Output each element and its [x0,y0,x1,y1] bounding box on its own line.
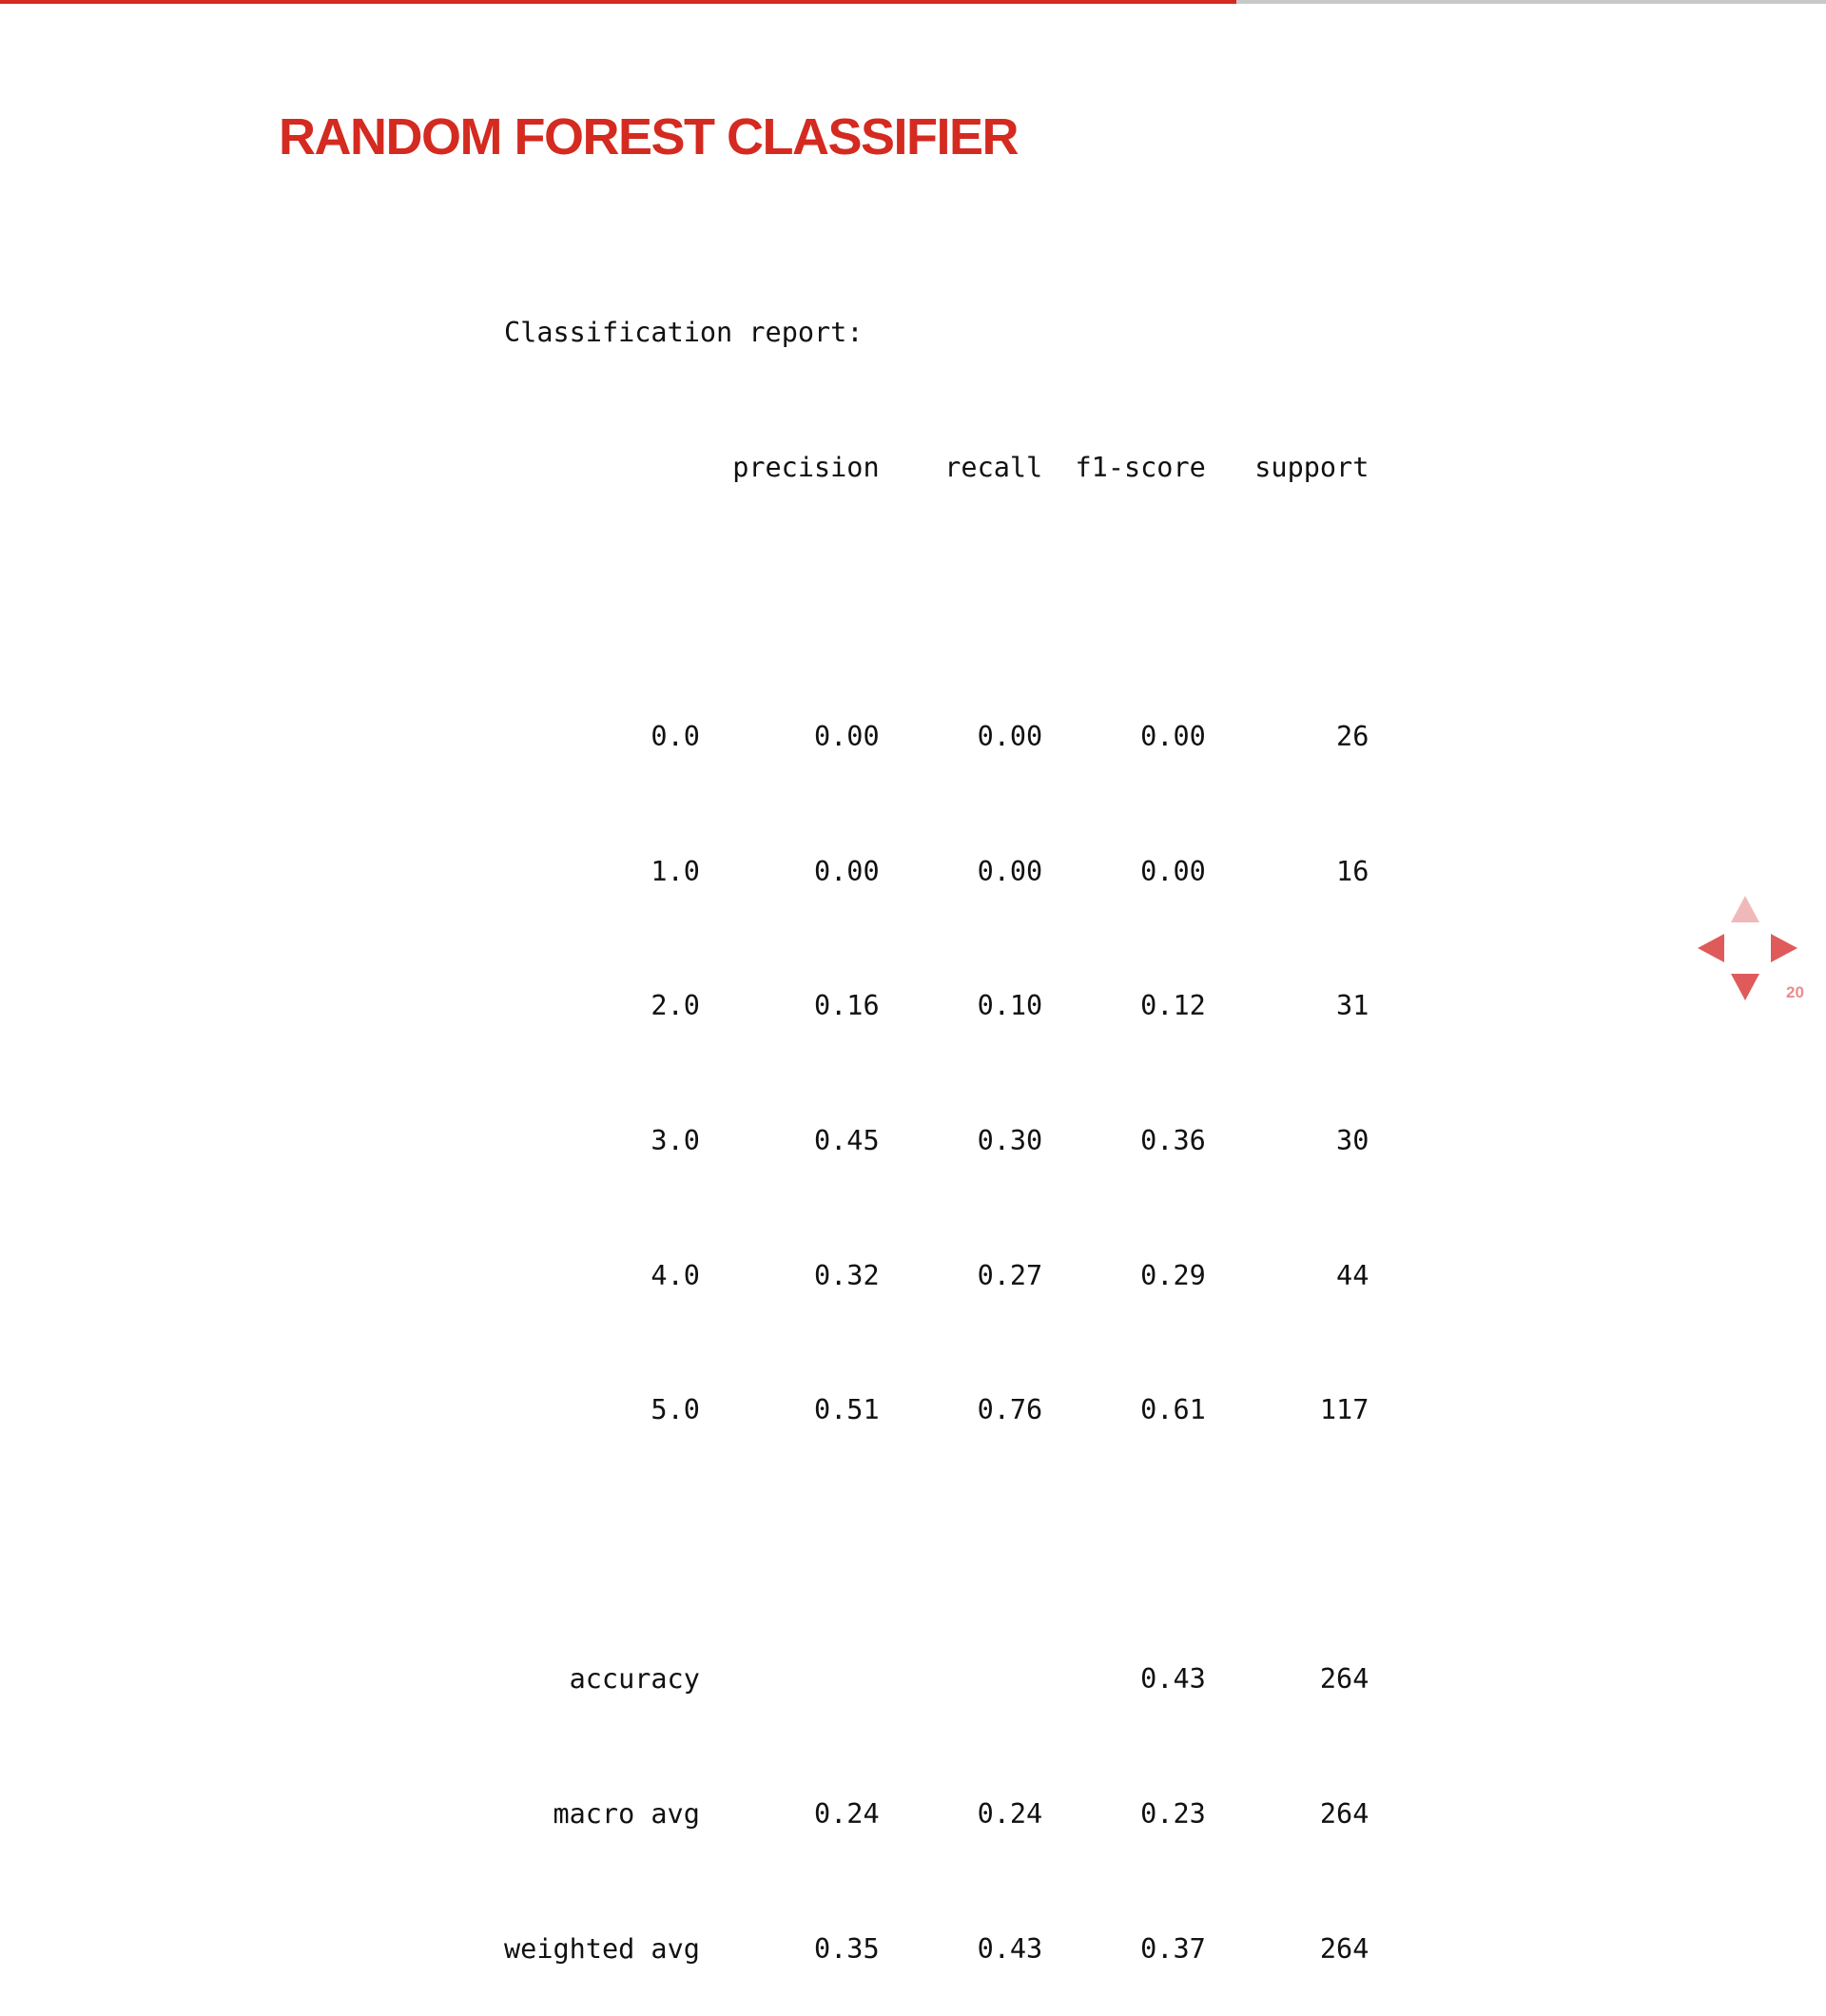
recall-cell: 0.00 [977,855,1043,887]
accuracy-row: accuracy 0.43 264 [504,1657,1370,1701]
recall-cell: 0.10 [977,990,1043,1022]
row-label: 0.0 [651,721,700,753]
slide-number: 20 [1786,983,1804,1001]
progress-bar-fill [0,0,1236,4]
table-row: 2.0 0.16 0.10 0.12 31 [504,983,1369,1028]
f1-score-cell: 0.12 [1140,990,1206,1022]
row-label: 3.0 [651,1124,700,1156]
blank-line [504,1522,1369,1567]
f1-score-cell: 0.00 [1140,855,1206,887]
recall-cell: 0.00 [977,721,1043,753]
row-label: 1.0 [651,855,700,887]
recall-cell: 0.43 [977,1932,1043,1965]
table-row: 3.0 0.45 0.30 0.36 30 [504,1118,1369,1163]
slide-navigation [1693,896,1797,1000]
table-row: 4.0 0.32 0.27 0.29 44 [504,1253,1369,1298]
classification-report: Classification report: precision recall f1… [504,221,1369,2016]
column-header-support: support [1254,452,1370,483]
report-heading: Classification report: [504,317,864,349]
support-cell: 117 [1319,1394,1370,1426]
support-cell: 26 [1336,721,1370,753]
support-cell: 16 [1336,855,1370,887]
column-header-recall: recall [944,452,1043,483]
row-label: 4.0 [651,1259,700,1291]
column-header-precision: precision [732,452,880,483]
support-cell: 264 [1319,1932,1370,1965]
recall-cell: 0.24 [977,1797,1043,1830]
f1-score-cell: 0.61 [1140,1394,1206,1426]
precision-cell: 0.45 [813,1124,880,1156]
precision-cell: 0.16 [813,990,880,1022]
slide-title: RANDOM FOREST CLASSIFIER [279,108,1020,165]
f1-score-cell: 0.29 [1140,1259,1206,1291]
row-label: weighted avg [504,1932,700,1965]
support-cell: 264 [1319,1663,1370,1696]
precision-cell: 0.00 [813,855,880,887]
table-row: 0.0 0.00 0.00 0.00 26 [504,714,1369,759]
blank-line [504,580,1369,625]
column-header-f1-score: f1-score [1075,452,1206,483]
support-cell: 264 [1319,1797,1370,1830]
triangle-left-icon[interactable] [1698,934,1724,962]
f1-score-cell: 0.43 [1140,1663,1206,1696]
support-cell: 30 [1336,1124,1370,1156]
recall-cell: 0.76 [977,1394,1043,1426]
precision-cell: 0.00 [813,721,880,753]
f1-score-cell: 0.23 [1140,1797,1206,1830]
precision-cell: 0.24 [813,1797,880,1830]
f1-score-cell: 0.36 [1140,1124,1206,1156]
support-cell: 31 [1336,990,1370,1022]
precision-cell: 0.51 [813,1394,880,1426]
progress-bar [0,0,1826,4]
row-label: 2.0 [651,990,700,1022]
report-header-row: precision recall f1-score support [504,445,1369,490]
triangle-up-icon[interactable] [1731,896,1759,922]
table-row: 5.0 0.51 0.76 0.61 117 [504,1387,1369,1432]
precision-cell: 0.32 [813,1259,880,1291]
f1-score-cell: 0.37 [1140,1932,1206,1965]
triangle-down-icon[interactable] [1731,974,1759,1000]
triangle-right-icon[interactable] [1771,934,1797,962]
f1-score-cell: 0.00 [1140,721,1206,753]
recall-cell: 0.30 [977,1124,1043,1156]
row-label: accuracy [569,1663,700,1696]
macro-avg-row: macro avg 0.24 0.24 0.23 264 [504,1792,1369,1836]
support-cell: 44 [1336,1259,1370,1291]
recall-cell: 0.27 [977,1259,1043,1291]
weighted-avg-row: weighted avg 0.35 0.43 0.37 264 [504,1927,1369,1971]
precision-cell: 0.35 [813,1932,880,1965]
table-row: 1.0 0.00 0.00 0.00 16 [504,849,1369,894]
row-label: macro avg [553,1797,700,1830]
row-label: 5.0 [651,1394,700,1426]
